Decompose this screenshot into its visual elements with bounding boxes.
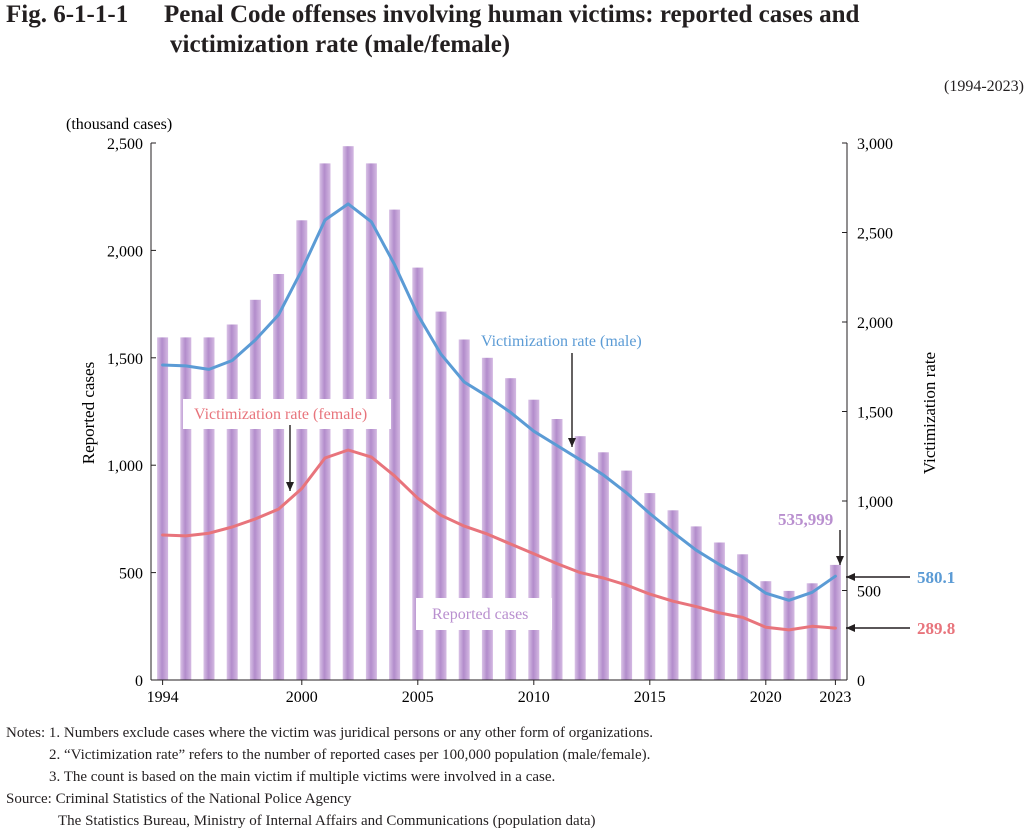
x-tick-label: 2010: [518, 689, 550, 706]
bar-1996: [203, 337, 215, 680]
right-tick-label: 2,000: [857, 315, 893, 332]
bar-2004: [389, 209, 401, 680]
x-tick-label: 2015: [634, 689, 666, 706]
last-male-value: 580.1: [917, 568, 955, 587]
right-tick-label: 0: [857, 673, 865, 690]
source-2: The Statistics Bureau, Ministry of Inter…: [58, 813, 596, 829]
notes: Notes: 1. Numbers exclude cases where th…: [6, 722, 653, 832]
right-tick-label: 3,000: [857, 136, 893, 153]
right-tick-label: 1,000: [857, 494, 893, 511]
left-tick-label: 2,000: [107, 243, 143, 260]
left-tick-label: 1,500: [107, 351, 143, 368]
male-series-label: Victimization rate (male): [481, 333, 642, 350]
bar-2009: [505, 378, 517, 680]
bar-2018: [713, 542, 725, 680]
chart: 0 500 1,000 1,500 2,000 2,500 0 500 1,000 1,500 2,…: [66, 116, 955, 706]
bar-2007: [458, 339, 470, 680]
bar-2000: [296, 220, 308, 681]
figure-title-line2: victimization rate (male/female): [170, 31, 511, 58]
bar-2020: [760, 581, 772, 680]
figure-number: Fig. 6-1-1-1: [6, 1, 129, 28]
left-axis-title: Reported cases: [79, 362, 98, 464]
bar-series-label: Reported cases: [432, 606, 528, 623]
left-tick-label: 500: [119, 566, 143, 583]
bar-2011: [551, 419, 563, 680]
bar-1994: [157, 337, 169, 680]
right-tick-label: 500: [857, 584, 881, 601]
bar-2016: [667, 510, 679, 680]
right-tick-label: 1,500: [857, 405, 893, 422]
bar-2022: [806, 583, 818, 680]
bar-2013: [597, 452, 609, 680]
year-range: (1994-2023): [944, 78, 1024, 95]
bar-2023: [829, 564, 841, 680]
figure-title: Fig. 6-1-1-1 Penal Code offenses involvin…: [6, 0, 859, 60]
bar-2012: [574, 436, 586, 680]
female-rate-line: [161, 448, 837, 632]
last-female-value: 289.8: [917, 619, 955, 638]
x-tick-label: 2020: [750, 689, 782, 706]
bar-1995: [180, 337, 192, 680]
figure-title-line1: Penal Code offenses involving human vict…: [164, 1, 860, 28]
x-tick-label: 2000: [286, 689, 318, 706]
left-tick-label: 0: [135, 673, 143, 690]
left-tick-label: 2,500: [107, 136, 143, 153]
bar-2008: [481, 357, 493, 680]
bar-2015: [644, 493, 656, 680]
bar-2017: [690, 526, 702, 680]
bar-2006: [435, 311, 447, 680]
bar-2010: [528, 399, 540, 680]
right-tick-label: 2,500: [857, 226, 893, 243]
source-1: Source: Criminal Statistics of the Natio…: [6, 791, 352, 807]
male-rate-line: [161, 202, 837, 602]
x-tick-label: 2005: [402, 689, 434, 706]
bar-1998: [249, 299, 261, 680]
right-axis-title: Victimization rate: [920, 352, 939, 474]
bar-series-label-bg: [416, 598, 552, 630]
left-tick-label: 1,000: [107, 458, 143, 475]
x-tick-label: 2023: [819, 689, 851, 706]
left-axis-unit: (thousand cases): [66, 116, 172, 133]
bar-2005: [412, 267, 424, 680]
bar-2021: [783, 590, 795, 680]
bar-1999: [273, 274, 285, 680]
bar-2014: [621, 470, 633, 680]
note-1: Notes: 1. Numbers exclude cases where th…: [6, 725, 654, 741]
last-cases-label: 535,999: [778, 510, 833, 529]
bar-1997: [226, 324, 238, 680]
female-label-bg: [183, 399, 391, 429]
note-3: 3. The count is based on the main victim…: [49, 769, 556, 785]
female-series-label: Victimization rate (female): [194, 406, 367, 423]
note-2: 2. “Victimization rate” refers to the nu…: [49, 747, 651, 763]
x-tick-label: 1994: [147, 689, 179, 706]
